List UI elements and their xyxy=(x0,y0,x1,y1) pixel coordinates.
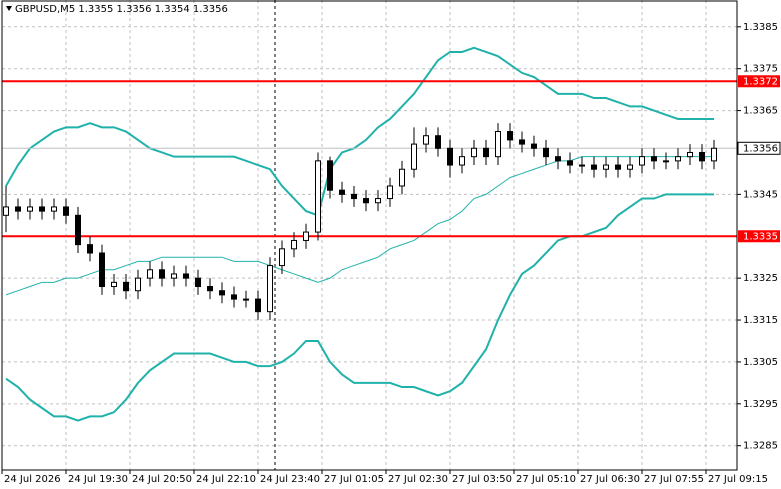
candle-body xyxy=(543,147,549,158)
candle-body xyxy=(3,206,9,216)
candle-body xyxy=(123,281,129,292)
plot-area xyxy=(2,0,737,470)
x-tick-label: 27 Jul 06:30 xyxy=(580,474,640,485)
candle-body xyxy=(411,143,417,170)
y-tick-label: 1.3305 xyxy=(743,357,778,368)
price-level-label: 1.3335 xyxy=(743,231,778,242)
x-tick-label: 24 Jul 23:40 xyxy=(260,474,320,485)
x-tick-label: 27 Jul 05:10 xyxy=(516,474,576,485)
candle-body xyxy=(195,277,201,288)
y-tick-label: 1.3365 xyxy=(743,106,778,117)
candle-body xyxy=(111,281,117,288)
candle-body xyxy=(39,206,45,212)
candle-body xyxy=(711,147,717,162)
candle-body xyxy=(99,252,105,288)
candle-body xyxy=(243,298,249,301)
candle-body xyxy=(315,160,321,233)
candle-body xyxy=(387,185,393,200)
candle-body xyxy=(603,164,609,170)
bollinger-band xyxy=(5,156,714,296)
candle-body xyxy=(171,273,177,279)
candle-body xyxy=(687,151,693,158)
candle-body xyxy=(651,156,657,162)
candle-body xyxy=(507,131,513,141)
candle-body xyxy=(699,151,705,162)
candle-body xyxy=(327,160,333,191)
price-level-label: 1.3372 xyxy=(743,76,778,87)
candle-body xyxy=(279,248,285,267)
candle-body xyxy=(15,206,21,212)
candle-body xyxy=(303,231,309,241)
candle-body xyxy=(555,156,561,162)
candle-body xyxy=(495,131,501,158)
x-tick-label: 27 Jul 09:15 xyxy=(708,474,768,485)
symbol-icon xyxy=(6,6,12,11)
plot-frame xyxy=(1,0,738,471)
candle-body xyxy=(435,135,441,149)
x-tick-label: 24 Jul 2026 xyxy=(4,474,61,485)
candle-body xyxy=(375,198,381,204)
candle-body xyxy=(531,143,537,149)
candle-body xyxy=(627,164,633,170)
candle-body xyxy=(87,244,93,254)
candle-body xyxy=(519,139,525,145)
bollinger-band xyxy=(5,193,714,422)
y-tick-label: 1.3285 xyxy=(743,441,778,452)
candle-body xyxy=(639,156,645,166)
bollinger-band xyxy=(5,46,714,217)
last-price-label: 1.3356 xyxy=(743,143,778,154)
candle-body xyxy=(579,164,585,167)
y-tick-label: 1.3345 xyxy=(743,189,778,200)
candle-body xyxy=(291,239,297,250)
candle-body xyxy=(267,265,273,313)
candle-body xyxy=(483,147,489,158)
candle-body xyxy=(339,189,345,195)
candle-body xyxy=(675,156,681,162)
chart-title: GBPUSD,M5 1.3355 1.3356 1.3354 1.3356 xyxy=(15,4,228,15)
candle-body xyxy=(159,269,165,279)
candle-body xyxy=(567,160,573,166)
candle-body xyxy=(423,135,429,145)
candle-body xyxy=(255,298,261,313)
candle-body xyxy=(399,168,405,187)
candle-body xyxy=(219,290,225,296)
candle-body xyxy=(231,294,237,300)
x-tick-label: 24 Jul 19:30 xyxy=(68,474,128,485)
candle-body xyxy=(351,193,357,200)
price-level-box xyxy=(738,75,780,88)
y-tick-label: 1.3315 xyxy=(743,315,778,326)
candle-body xyxy=(27,206,33,212)
candle-body xyxy=(63,206,69,216)
y-tick-label: 1.3325 xyxy=(743,273,778,284)
y-tick-label: 1.3385 xyxy=(743,22,778,33)
candle-body xyxy=(363,198,369,204)
x-tick-label: 27 Jul 01:05 xyxy=(324,474,384,485)
candle-body xyxy=(147,269,153,279)
candle-body xyxy=(471,147,477,158)
candle-body xyxy=(135,277,141,292)
candle-body xyxy=(183,273,189,279)
x-tick-label: 24 Jul 22:10 xyxy=(196,474,256,485)
candle-body xyxy=(447,147,453,166)
x-tick-label: 27 Jul 02:30 xyxy=(388,474,448,485)
candle-body xyxy=(51,206,57,212)
y-tick-label: 1.3375 xyxy=(743,64,778,75)
candle-body xyxy=(615,164,621,170)
price-level-box xyxy=(738,230,780,243)
x-tick-label: 27 Jul 07:55 xyxy=(644,474,704,485)
candle-body xyxy=(663,160,669,163)
y-tick-label: 1.3295 xyxy=(743,399,778,410)
candle-body xyxy=(591,164,597,170)
candle-body xyxy=(75,214,81,246)
candle-body xyxy=(207,286,213,292)
candle-body xyxy=(459,156,465,166)
x-tick-label: 27 Jul 03:50 xyxy=(452,474,512,485)
x-tick-label: 24 Jul 20:50 xyxy=(132,474,192,485)
last-price-box xyxy=(737,141,781,155)
